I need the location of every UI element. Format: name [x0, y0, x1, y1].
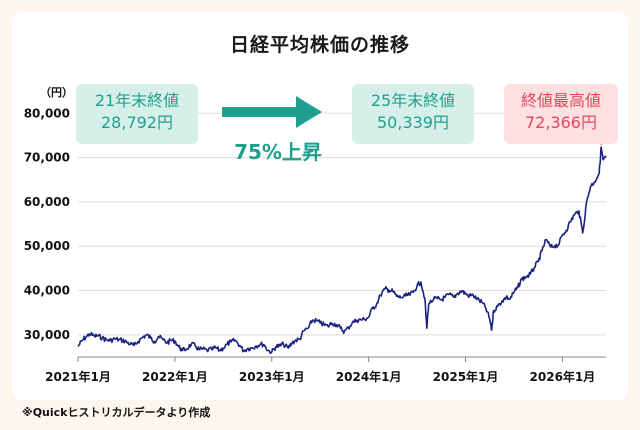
- x-tick-label: 2021年1月: [45, 369, 111, 384]
- y-axis-ticks: 30,000 40,000 50,000 60,000 70,000 80,000: [24, 106, 70, 342]
- page-title: 日経平均株価の推移: [229, 34, 410, 56]
- y-tick-label: 50,000: [24, 239, 70, 253]
- grid-lines: [78, 112, 606, 336]
- callout-end: 25年末終値 50,339円: [352, 84, 474, 144]
- y-tick-label: 30,000: [24, 328, 70, 342]
- callout-start-label: 21年末終値: [94, 91, 180, 110]
- y-tick-label: 40,000: [24, 284, 70, 298]
- y-tick-label: 70,000: [24, 151, 70, 165]
- x-tick-label: 2024年1月: [336, 369, 402, 384]
- callout-high-label: 終値最高値: [520, 91, 601, 110]
- x-tick-label: 2025年1月: [433, 369, 499, 384]
- callout-end-label: 25年末終値: [370, 91, 456, 110]
- callout-end-value: 50,339円: [377, 113, 449, 132]
- x-tick-label: 2022年1月: [142, 369, 208, 384]
- y-tick-label: 60,000: [24, 195, 70, 209]
- arrow-right-icon: [222, 96, 322, 128]
- x-axis-ticks: 2021年1月 2022年1月 2023年1月 2024年1月 2025年1月 2026年…: [45, 357, 595, 384]
- series-line: [77, 146, 607, 355]
- y-axis-unit: （円）: [40, 86, 73, 99]
- growth-label: 75%上昇: [234, 140, 322, 164]
- x-tick-label: 2026年1月: [530, 369, 596, 384]
- footnote: ※Quickヒストリカルデータより作成: [22, 406, 211, 419]
- y-tick-label: 80,000: [24, 106, 70, 120]
- callout-high: 終値最高値 72,366円: [504, 84, 618, 144]
- callout-start: 21年末終値 28,792円: [76, 84, 198, 144]
- callout-high-value: 72,366円: [525, 113, 597, 132]
- callout-start-value: 28,792円: [101, 113, 173, 132]
- x-tick-label: 2023年1月: [239, 369, 305, 384]
